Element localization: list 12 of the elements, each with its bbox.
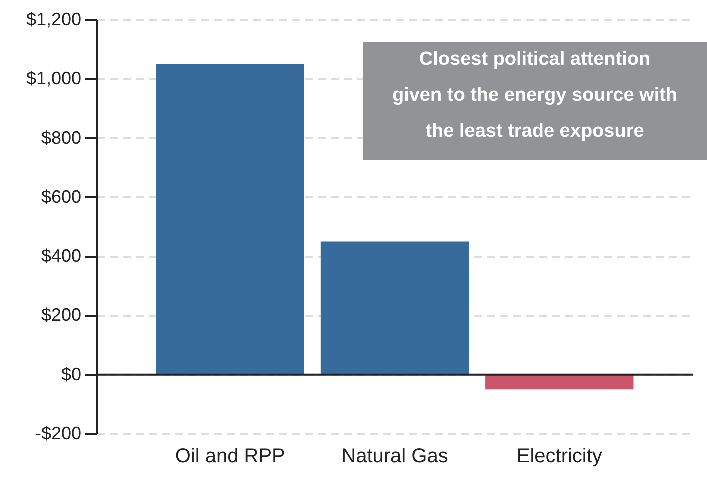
y-tick-label: $1,000 — [26, 68, 82, 89]
y-tick-label: $400 — [41, 246, 82, 266]
x-tick-label: Oil and RPP — [175, 446, 286, 468]
y-tick-label: $800 — [41, 128, 82, 148]
y-tick-label: -$200 — [35, 424, 82, 444]
y-tick-label: $600 — [41, 186, 82, 207]
y-tick-label: $200 — [41, 305, 82, 326]
y-tick-label: $0 — [61, 364, 82, 384]
x-tick-label: Natural Gas — [342, 446, 448, 468]
annotation: Closest political attention given to the energy source with the least trade exposure — [392, 49, 678, 142]
y-tick-label: $1,200 — [26, 10, 82, 30]
x-tick-label: Electricity — [516, 446, 602, 468]
